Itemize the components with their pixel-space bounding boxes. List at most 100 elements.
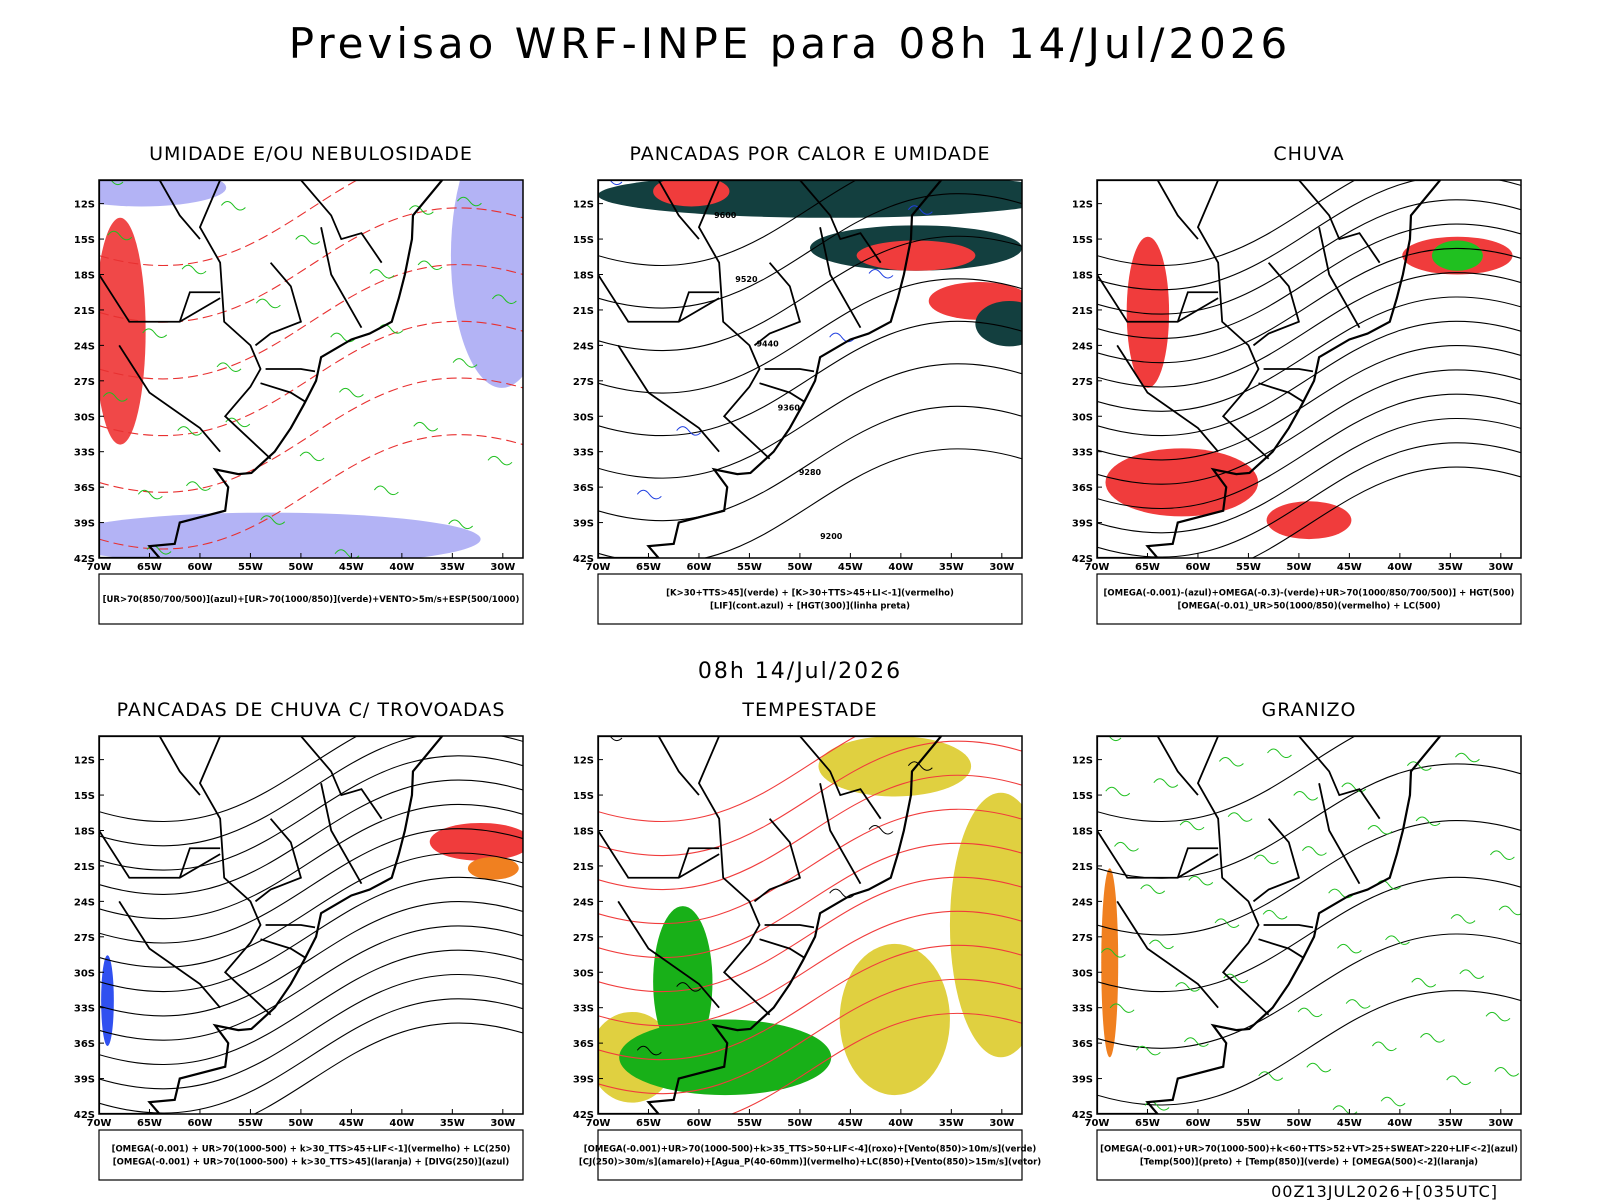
small-contour bbox=[1446, 1075, 1472, 1086]
small-contour bbox=[907, 205, 933, 215]
lat-label: 12S bbox=[1072, 200, 1093, 211]
contour bbox=[598, 278, 1022, 394]
coastline bbox=[99, 180, 444, 558]
small-contour bbox=[1184, 1037, 1209, 1047]
small-contour bbox=[142, 328, 168, 338]
map-frame bbox=[98, 735, 524, 1115]
lat-label: 30S bbox=[1072, 412, 1093, 423]
lon-label: 50W bbox=[1286, 562, 1311, 573]
small-contour bbox=[1153, 778, 1179, 788]
lon-label: 35W bbox=[939, 562, 964, 573]
border bbox=[617, 344, 720, 453]
contour bbox=[1097, 320, 1521, 437]
small-contour bbox=[255, 298, 281, 309]
border bbox=[677, 847, 720, 879]
lon-label: 70W bbox=[586, 562, 611, 573]
small-contour bbox=[216, 362, 242, 372]
small-contour bbox=[1253, 854, 1279, 865]
small-contour bbox=[1179, 820, 1205, 831]
lon-label: 35W bbox=[1438, 1118, 1463, 1129]
small-contour bbox=[369, 268, 395, 279]
lat-label: 18S bbox=[74, 271, 95, 282]
border bbox=[320, 783, 363, 885]
contour bbox=[99, 803, 523, 920]
lat-label: 18S bbox=[1072, 827, 1093, 838]
panel-title: CHUVA bbox=[1273, 143, 1344, 165]
small-contour bbox=[1105, 786, 1131, 797]
map-panel bbox=[1097, 180, 1521, 558]
lon-label: 65W bbox=[137, 1118, 162, 1129]
contour bbox=[99, 779, 523, 895]
lat-label: 21S bbox=[573, 306, 594, 317]
lon-label: 40W bbox=[1387, 1118, 1412, 1129]
small-contour bbox=[829, 332, 855, 343]
lat-label: 15S bbox=[1072, 235, 1093, 246]
small-contour bbox=[1337, 943, 1362, 954]
border bbox=[300, 736, 383, 820]
small-contour bbox=[868, 824, 894, 835]
contour bbox=[598, 320, 1022, 437]
small-contour bbox=[373, 485, 399, 496]
border bbox=[819, 783, 862, 885]
small-contour bbox=[636, 489, 662, 500]
lat-label: 27S bbox=[1072, 377, 1093, 388]
lon-label: 60W bbox=[686, 562, 711, 573]
border bbox=[1298, 736, 1381, 820]
small-contour bbox=[1109, 1003, 1135, 1013]
contour bbox=[99, 973, 523, 1090]
border bbox=[260, 938, 307, 959]
coastline bbox=[598, 180, 943, 558]
small-contour bbox=[220, 200, 246, 211]
small-contour bbox=[107, 230, 133, 241]
contour bbox=[1097, 933, 1521, 1049]
border bbox=[759, 382, 806, 403]
lon-label: 30W bbox=[1488, 1118, 1513, 1129]
lat-label: 21S bbox=[1072, 306, 1093, 317]
lat-label: 30S bbox=[74, 968, 95, 979]
small-contour bbox=[1267, 748, 1292, 759]
contour bbox=[99, 180, 359, 267]
border bbox=[1258, 382, 1305, 403]
main-title: Previsao WRF-INPE para 08h 14/Jul/2026 bbox=[289, 19, 1291, 68]
lon-label: 50W bbox=[787, 1118, 812, 1129]
lon-label: 30W bbox=[989, 1118, 1014, 1129]
small-contour bbox=[339, 387, 364, 398]
contour bbox=[1097, 345, 1521, 461]
contour bbox=[598, 448, 1022, 558]
border bbox=[300, 180, 383, 264]
border bbox=[1252, 818, 1300, 903]
lat-label: 15S bbox=[573, 791, 594, 802]
shaded-area bbox=[99, 217, 146, 445]
small-contour bbox=[598, 736, 623, 742]
shaded-area bbox=[975, 300, 1022, 347]
border bbox=[178, 291, 221, 323]
small-contour bbox=[598, 180, 623, 186]
small-contour bbox=[1485, 1011, 1511, 1022]
contour bbox=[598, 808, 1022, 925]
lon-label: 35W bbox=[440, 562, 465, 573]
lat-label: 21S bbox=[1072, 862, 1093, 873]
lat-label: 21S bbox=[74, 306, 95, 317]
coastline bbox=[1097, 736, 1442, 1114]
small-contour bbox=[1100, 948, 1126, 958]
border bbox=[1156, 736, 1199, 796]
border bbox=[1097, 830, 1219, 879]
small-contour bbox=[1214, 918, 1240, 928]
map-frame bbox=[1096, 735, 1522, 1115]
lat-label: 33S bbox=[573, 1004, 594, 1015]
lon-label: 40W bbox=[888, 1118, 913, 1129]
contour bbox=[99, 207, 523, 323]
small-contour bbox=[676, 982, 702, 992]
lat-label: 33S bbox=[74, 1004, 95, 1015]
lat-label: 12S bbox=[74, 756, 95, 767]
small-contour bbox=[1494, 1067, 1520, 1077]
contour bbox=[1097, 736, 1357, 823]
small-contour bbox=[1459, 969, 1485, 979]
contour bbox=[99, 264, 523, 380]
lon-label: 40W bbox=[389, 1118, 414, 1129]
lat-label: 42S bbox=[1072, 1110, 1093, 1121]
border bbox=[799, 736, 882, 820]
border bbox=[677, 291, 720, 323]
border bbox=[118, 900, 221, 1009]
